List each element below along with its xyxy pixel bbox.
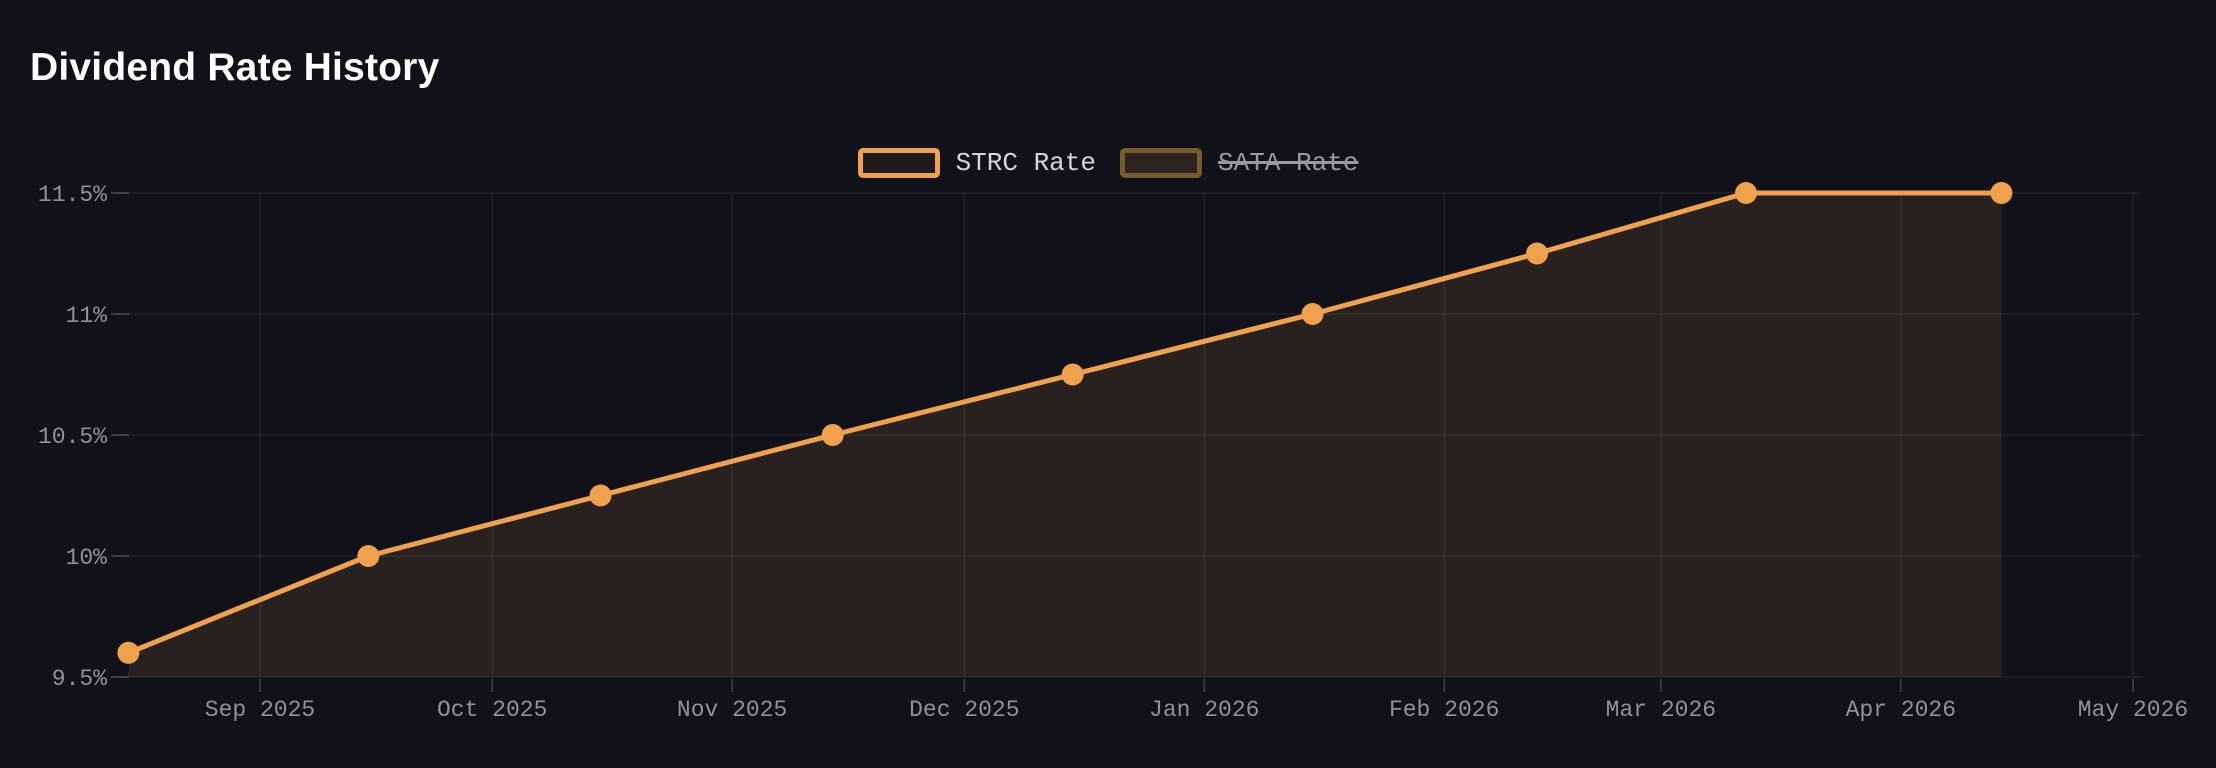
y-tick-label: 11.5% xyxy=(38,182,107,208)
series-area-fill xyxy=(128,193,2002,677)
x-tick-label: Mar 2026 xyxy=(1606,697,1716,723)
x-tick-label: Nov 2025 xyxy=(677,697,787,723)
series-strc-rate xyxy=(117,182,2013,677)
x-tick-label: Oct 2025 xyxy=(437,697,547,723)
data-point[interactable] xyxy=(1990,182,2013,204)
data-point[interactable] xyxy=(1061,363,1084,386)
x-tick-label: Apr 2026 xyxy=(1846,697,1956,723)
x-tick-label: Sep 2025 xyxy=(205,697,315,723)
chart-legend: STRC Rate SATA Rate xyxy=(0,146,2216,180)
y-tick-label: 10% xyxy=(66,545,108,571)
y-tick-label: 11% xyxy=(66,303,108,329)
data-point[interactable] xyxy=(589,484,612,507)
y-tick-label: 9.5% xyxy=(52,666,107,692)
gridlines xyxy=(111,192,2140,692)
legend-label: SATA Rate xyxy=(1218,148,1359,178)
legend-swatch-strc-rate xyxy=(857,148,940,178)
legend-item-sata-rate[interactable]: SATA Rate xyxy=(1120,148,1358,178)
x-tick-label: May 2026 xyxy=(2078,697,2188,723)
data-point[interactable] xyxy=(1735,182,1758,204)
data-point[interactable] xyxy=(117,641,140,664)
legend-item-strc-rate[interactable]: STRC Rate xyxy=(857,148,1096,178)
x-tick-label: Feb 2026 xyxy=(1389,697,1499,723)
legend-swatch-sata-rate xyxy=(1120,148,1202,178)
x-tick-label: Jan 2026 xyxy=(1149,697,1259,723)
data-point[interactable] xyxy=(1301,303,1324,325)
x-tick-label: Dec 2025 xyxy=(909,697,1019,723)
chart-title: Dividend Rate History xyxy=(30,46,440,89)
data-point[interactable] xyxy=(357,545,380,567)
data-point[interactable] xyxy=(1526,242,1549,265)
axis-labels: 11.5% 11% 10.5% 10% 9.5% Sep 2025 Oct 2025 Nov … xyxy=(38,182,2188,723)
data-point[interactable] xyxy=(821,424,844,446)
legend-label: STRC Rate xyxy=(955,148,1096,178)
y-tick-label: 10.5% xyxy=(38,424,107,450)
